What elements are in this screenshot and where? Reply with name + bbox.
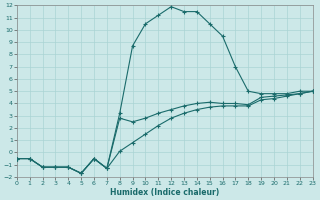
X-axis label: Humidex (Indice chaleur): Humidex (Indice chaleur) bbox=[110, 188, 219, 197]
